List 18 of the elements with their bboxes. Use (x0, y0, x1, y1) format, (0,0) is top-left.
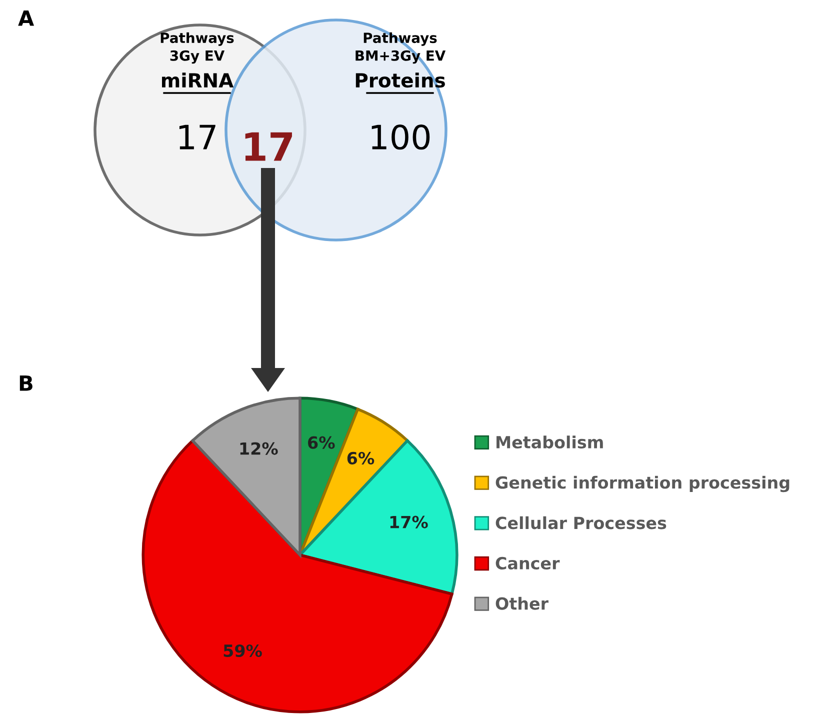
legend-label: Metabolism (496, 436, 603, 448)
legend-label: Cancer (496, 556, 560, 570)
data-label: 6% (347, 452, 374, 464)
pie-slice (191, 396, 302, 556)
data-label: 17 (245, 132, 292, 161)
text: A (18, 10, 34, 26)
legend-label: Genetic information processing (496, 476, 790, 492)
data-label: 6% (308, 436, 335, 449)
category-label: Pathways BM+3Gy EV Proteins (356, 32, 446, 88)
legend-label: Cellular Processes (496, 516, 666, 530)
data-label: 12% (240, 442, 278, 455)
data-label: 17% (390, 516, 428, 528)
legend-label: Other (496, 596, 548, 610)
data-label: 100 (372, 124, 430, 150)
category-label: Pathways 3Gy EV miRNA (160, 32, 234, 88)
chart-title: B (20, 376, 32, 391)
data-label: 17 (179, 124, 216, 150)
data-label: 59% (224, 644, 262, 658)
